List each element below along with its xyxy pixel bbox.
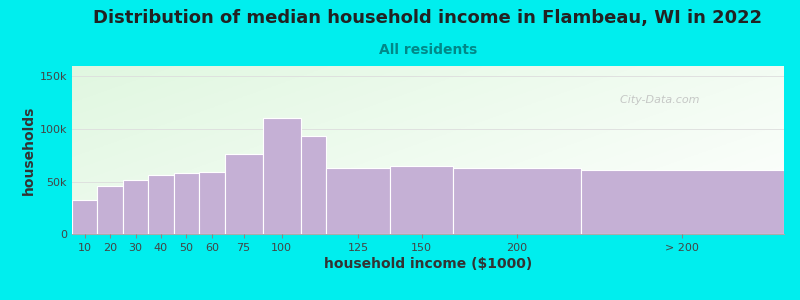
Bar bbox=[123, 181, 148, 234]
Bar bbox=[301, 136, 326, 234]
Y-axis label: households: households bbox=[22, 105, 35, 195]
Bar bbox=[174, 173, 199, 234]
Text: Distribution of median household income in Flambeau, WI in 2022: Distribution of median household income … bbox=[94, 9, 762, 27]
Bar bbox=[72, 200, 98, 234]
Text: City-Data.com: City-Data.com bbox=[613, 94, 700, 105]
Bar bbox=[454, 168, 581, 234]
Bar bbox=[148, 175, 174, 234]
Bar bbox=[581, 170, 784, 234]
X-axis label: household income ($1000): household income ($1000) bbox=[324, 257, 532, 271]
Bar bbox=[326, 168, 390, 234]
Bar bbox=[98, 186, 123, 234]
Bar bbox=[390, 166, 454, 234]
Bar bbox=[262, 118, 301, 234]
Bar bbox=[199, 172, 225, 234]
Bar bbox=[225, 154, 262, 234]
Text: All residents: All residents bbox=[379, 44, 477, 58]
